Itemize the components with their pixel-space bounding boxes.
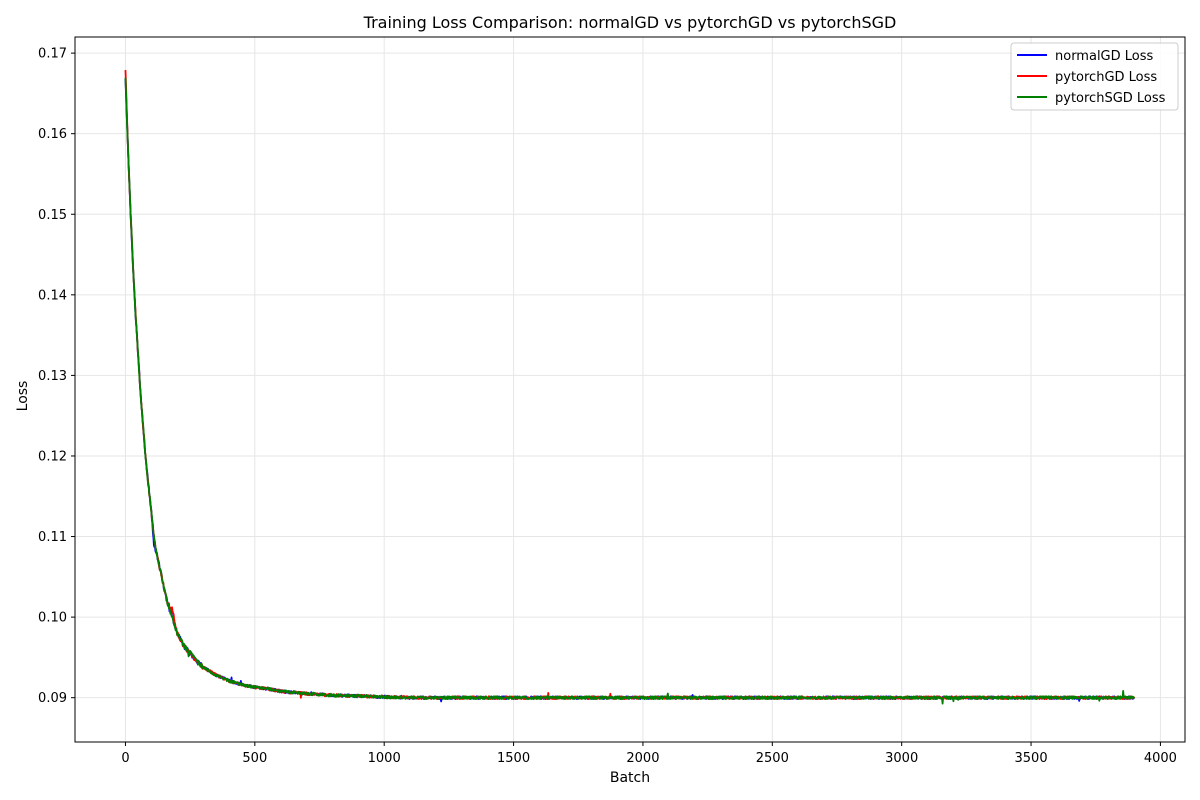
x-tick-label: 2500 [756,751,789,766]
x-tick-label: 3000 [885,751,918,766]
legend-label: pytorchGD Loss [1055,70,1157,85]
x-tick-label: 2000 [626,751,659,766]
y-tick-label: 0.14 [38,288,67,303]
x-tick-label: 4000 [1144,751,1177,766]
x-tick-label: 500 [242,751,267,766]
tick-layer: 0 500 1000 1500 2000 2500 3000 3500 4000 0.09 0.10… [38,47,1177,766]
legend-label: normalGD Loss [1055,49,1154,64]
y-tick-label: 0.09 [38,691,67,706]
y-axis-title: Loss [15,381,31,412]
x-tick-label: 1500 [497,751,530,766]
y-tick-label: 0.16 [38,127,67,142]
series-layer [124,70,1136,705]
y-tick-label: 0.17 [38,47,67,62]
y-tick-label: 0.12 [38,449,67,464]
x-tick-label: 0 [121,751,129,766]
x-tick-label: 3500 [1015,751,1048,766]
plot-frame [74,36,1186,743]
legend-label: pytorchSGD Loss [1055,91,1166,106]
y-tick-label: 0.15 [38,208,67,223]
y-tick-label: 0.10 [38,611,67,626]
x-axis-title: Batch [610,770,650,786]
x-tick-label: 1000 [368,751,401,766]
legend-box [1010,42,1179,111]
chart-title: Training Loss Comparison: normalGD vs py… [363,13,897,32]
grid-layer [75,37,1185,742]
series-line-pytorchSGD-Loss [124,77,1136,705]
legend: normalGD Loss pytorchGD Loss pytorchSGD Lo… [1010,42,1179,111]
y-tick-label: 0.11 [38,530,67,545]
y-tick-label: 0.13 [38,369,67,384]
